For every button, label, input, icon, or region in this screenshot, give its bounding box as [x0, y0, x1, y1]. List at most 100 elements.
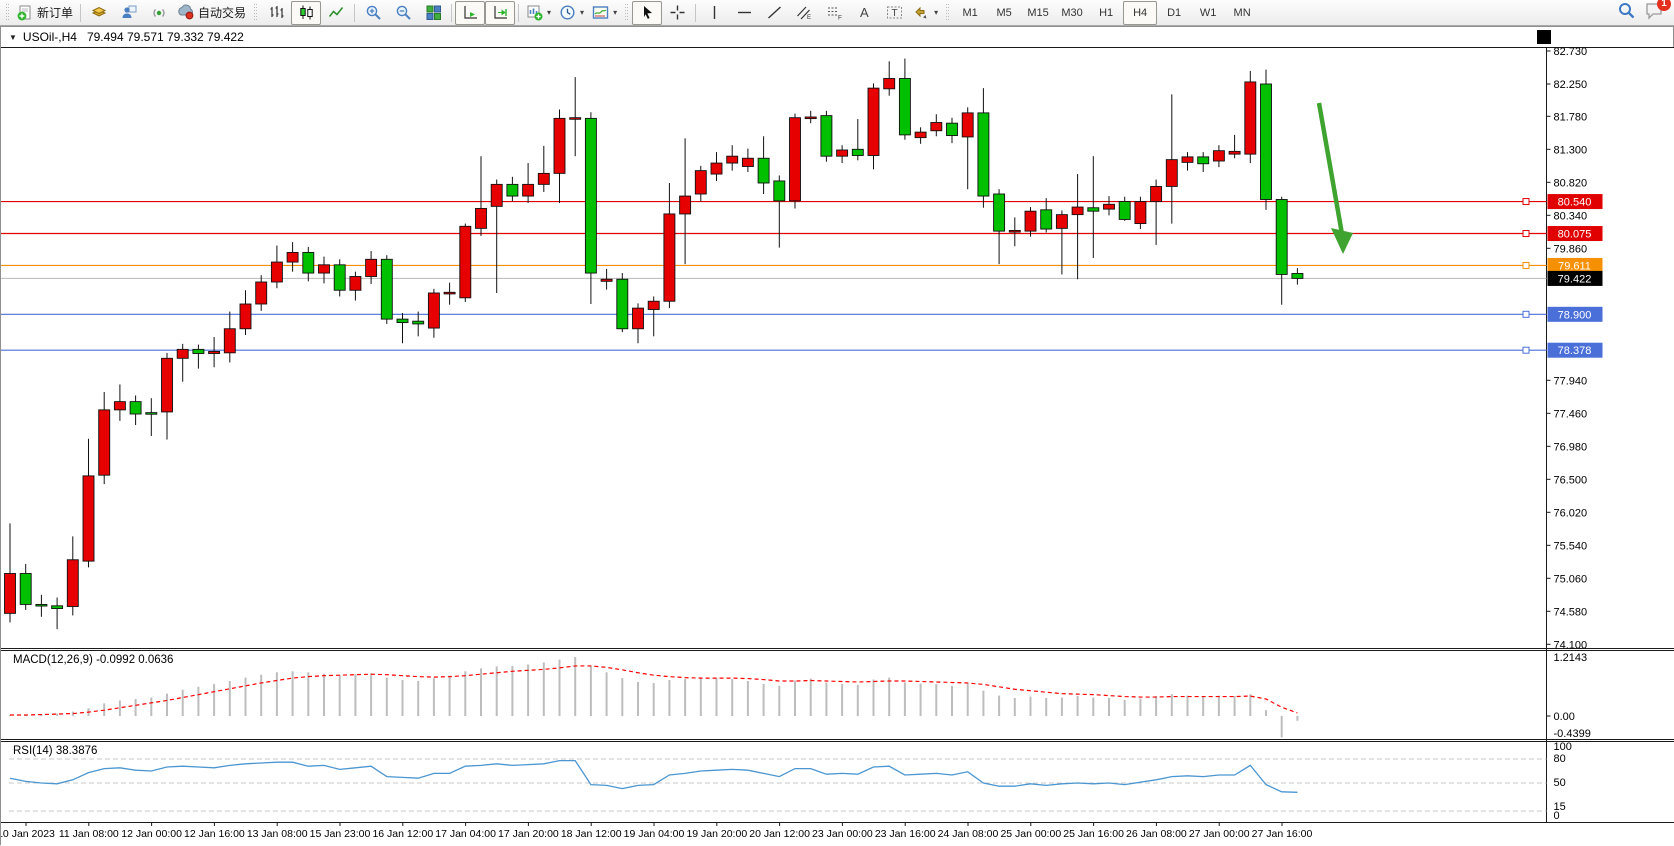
crosshair-icon — [669, 4, 686, 21]
svg-text:12 Jan 16:00: 12 Jan 16:00 — [184, 828, 245, 840]
svg-text:81.780: 81.780 — [1554, 111, 1588, 123]
svg-text:80.820: 80.820 — [1554, 177, 1588, 189]
chevron-down-icon[interactable]: ▾ — [547, 8, 552, 17]
price-axis: 82.730 82.250 81.780 81.300 80.820 80.340 79.8… — [1546, 47, 1588, 651]
signal-icon — [151, 4, 168, 21]
auto-trading-button-label: 自动交易 — [198, 6, 247, 20]
chevron-down-icon[interactable]: ▾ — [613, 8, 618, 17]
timeframe-button-mn[interactable]: MN — [1233, 6, 1251, 19]
svg-text:-0.4399: -0.4399 — [1554, 728, 1591, 740]
crosshair-button[interactable] — [662, 1, 692, 25]
candle-chart-icon — [298, 4, 315, 21]
auto-scroll-button[interactable] — [455, 0, 486, 25]
notifications-icon[interactable]: 1 — [1644, 0, 1671, 25]
svg-text:24 Jan 08:00: 24 Jan 08:00 — [938, 828, 999, 840]
timeframe-button-m1[interactable]: M1 — [962, 6, 978, 19]
fibonacci-button[interactable]: F — [819, 1, 849, 25]
tile-windows-icon — [425, 4, 442, 21]
vertical-line-button[interactable] — [699, 1, 729, 25]
timeframe-button-h4[interactable]: H4 — [1123, 0, 1158, 25]
svg-text:82.250: 82.250 — [1554, 79, 1588, 91]
price-level-lines[interactable]: 80.540 80.075 79.611 78.900 78.378 — [1, 194, 1603, 358]
line-chart-icon — [328, 4, 345, 21]
clock-icon — [559, 4, 576, 21]
auto-trade-icon — [178, 4, 195, 21]
timeframe-button-m5[interactable]: M5 — [996, 6, 1012, 19]
svg-text:17 Jan 04:00: 17 Jan 04:00 — [435, 828, 496, 840]
svg-text:76.980: 76.980 — [1554, 441, 1588, 453]
bar-chart-button[interactable] — [261, 1, 291, 25]
label-button[interactable]: T — [879, 1, 909, 25]
search-icon[interactable] — [1617, 1, 1636, 25]
layers-button[interactable] — [84, 1, 114, 25]
gold-layers-icon — [91, 4, 108, 21]
price-chart[interactable]: 82.730 82.250 81.780 81.300 80.820 80.340 79.8… — [1, 47, 1674, 846]
svg-text:0: 0 — [1554, 810, 1560, 822]
chart-symbol-period: USOil-,H4 — [22, 30, 77, 44]
svg-text:80: 80 — [1554, 753, 1566, 765]
timeframe-button-h1[interactable]: H1 — [1099, 6, 1114, 19]
current-price-line: 79.422 — [1, 270, 1603, 286]
person-icon — [121, 4, 138, 21]
chart-titlebar[interactable]: ▼ USOil-,H4 79.494 79.571 79.332 79.422 — [1, 27, 1673, 47]
toolbar-drag-handle — [624, 3, 630, 22]
time-axis: 10 Jan 2023 11 Jan 08:00 12 Jan 00:00 12 Ja… — [1, 823, 1313, 840]
svg-text:T: T — [891, 8, 897, 19]
svg-text:19 Jan 04:00: 19 Jan 04:00 — [624, 828, 685, 840]
corner-marker — [1537, 30, 1551, 44]
svg-text:74.580: 74.580 — [1554, 606, 1588, 618]
svg-text:0.00: 0.00 — [1554, 711, 1575, 723]
svg-text:10 Jan 2023: 10 Jan 2023 — [1, 828, 55, 840]
candlestick-chart-button[interactable] — [291, 0, 322, 25]
pane-borders — [1, 47, 1674, 823]
svg-text:74.100: 74.100 — [1554, 639, 1588, 651]
arrows-icon — [913, 4, 930, 21]
svg-text:1.2143: 1.2143 — [1554, 652, 1588, 664]
svg-text:100: 100 — [1554, 741, 1572, 753]
experts-button[interactable] — [114, 1, 144, 25]
svg-text:82.730: 82.730 — [1554, 47, 1588, 58]
cursor-button[interactable] — [632, 0, 663, 25]
chevron-down-icon[interactable]: ▾ — [580, 8, 585, 17]
new-chart-icon — [526, 4, 543, 21]
channel-button[interactable]: E — [789, 1, 819, 25]
svg-text:76.020: 76.020 — [1554, 507, 1588, 519]
svg-text:12 Jan 00:00: 12 Jan 00:00 — [121, 828, 182, 840]
svg-text:27 Jan 16:00: 27 Jan 16:00 — [1252, 828, 1313, 840]
arrows-button[interactable]: ▾ — [909, 1, 942, 25]
timeframe-button-d1[interactable]: D1 — [1167, 6, 1182, 19]
down-arrow-annotation[interactable] — [1316, 102, 1353, 254]
horizontal-line-button[interactable] — [729, 1, 759, 25]
text-button[interactable]: A — [849, 1, 879, 25]
zoom-out-button[interactable] — [388, 1, 418, 25]
svg-text:77.460: 77.460 — [1554, 408, 1588, 420]
toolbar-right: 1 — [1617, 0, 1674, 25]
period-button[interactable]: ▾ — [555, 1, 588, 25]
svg-text:MACD(12,26,9) -0.0992 0.0636: MACD(12,26,9) -0.0992 0.0636 — [13, 654, 173, 666]
svg-text:78.378: 78.378 — [1558, 345, 1592, 357]
template-button[interactable]: ▾ — [588, 1, 621, 25]
text-label-icon: T — [886, 4, 903, 21]
tile-windows-button[interactable] — [418, 1, 448, 25]
zoom-in-button[interactable] — [358, 1, 388, 25]
svg-text:18 Jan 12:00: 18 Jan 12:00 — [561, 828, 622, 840]
timeframe-button-m15[interactable]: M15 — [1027, 6, 1049, 19]
signals-button[interactable] — [144, 1, 174, 25]
timeframe-button-m30[interactable]: M30 — [1061, 6, 1083, 19]
trendline-button[interactable] — [759, 1, 789, 25]
svg-text:81.300: 81.300 — [1554, 144, 1588, 156]
timeframe-button-w1[interactable]: W1 — [1199, 6, 1217, 19]
svg-text:E: E — [807, 15, 811, 21]
new-order-button[interactable]: 新订单 — [13, 1, 77, 25]
toolbar-drag-handle — [945, 3, 951, 22]
chevron-down-icon[interactable]: ▾ — [934, 8, 939, 17]
auto-trading-button[interactable]: 自动交易 — [174, 1, 250, 25]
hline-icon — [736, 4, 753, 21]
bar-chart-icon — [268, 4, 285, 21]
line-chart-button[interactable] — [321, 1, 351, 25]
window-menu-icon[interactable]: ▼ — [9, 32, 17, 42]
chart-shift-button[interactable] — [485, 0, 516, 25]
chart-ohlc-values: 79.494 79.571 79.332 79.422 — [86, 30, 244, 44]
new-chart-button[interactable]: ▾ — [522, 1, 555, 25]
